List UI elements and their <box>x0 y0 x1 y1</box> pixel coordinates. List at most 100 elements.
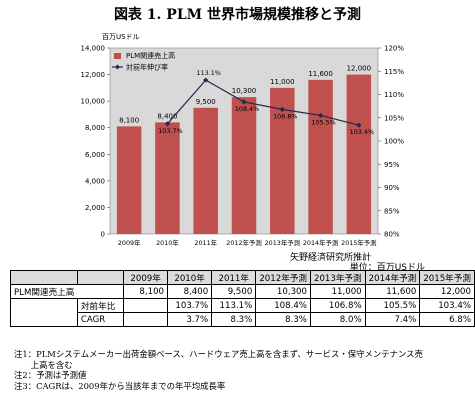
row-label: PLM関連売上高 <box>9 284 125 299</box>
x-tick-label: 2011年 <box>194 238 217 247</box>
bar <box>231 97 257 235</box>
market-chart: 0 2,000 4,000 6,000 8,000 10,000 12,000 14,000 8… <box>81 33 405 247</box>
footnote: 注1：PLMシステムメーカー出荷金額ベース、ハードウェア売上高を含まず、サービス… <box>14 349 423 359</box>
y-tick-label: 4,000 <box>85 177 105 185</box>
table-header-cell: 2014年予測 <box>364 270 421 285</box>
bar-value-label: 8,100 <box>119 116 139 124</box>
table-header-cell: 2011年 <box>211 270 257 285</box>
table-cell: 10,300 <box>255 284 311 299</box>
x-tick-label: 2014年予測 <box>303 238 338 247</box>
bar <box>155 122 180 234</box>
table-row: PLM関連売上高 8,100 8,400 9,500 10,300 11,000… <box>9 284 475 299</box>
growth-line <box>166 79 360 126</box>
source-note: 矢野経済研究所推計 <box>289 253 371 263</box>
chart-title: 図表 1. PLM 世界市場規模推移と予測 <box>113 7 362 23</box>
table-cell: 9,500 <box>211 284 257 299</box>
table-cell: 8.3% <box>255 312 311 327</box>
legend-line-label: 対前年伸び率 <box>126 63 168 72</box>
table-row: CAGR 3.7% 8.3% 8.3% 8.0% 7.4% 6.8% <box>11 312 475 327</box>
table-header-cell <box>76 270 125 285</box>
line-value-label: 106.8% <box>273 112 297 120</box>
table-cell: 113.1% <box>211 298 257 313</box>
y-tick-label: 2,000 <box>85 204 105 212</box>
y-axis-title: 百万USドル <box>102 33 140 41</box>
y2-tick-label: 95% <box>384 161 400 169</box>
line-value-label: 105.5% <box>311 118 335 126</box>
y-tick-label: 12,000 <box>81 71 106 79</box>
bar <box>346 74 372 234</box>
line-point <box>356 122 362 128</box>
table-cell <box>123 312 169 327</box>
table-cell: 8,100 <box>123 284 169 299</box>
data-table: 2009年 2010年 2011年 2012年予測 2013年予測 2014年予… <box>9 270 475 327</box>
legend-bar-label: PLM関連売上高 <box>126 51 175 60</box>
table-cell <box>123 298 169 313</box>
footnote: 注3：CAGRは、2009年から当該年までの年平均成長率 <box>14 380 226 391</box>
table-cell: 6.8% <box>419 312 475 327</box>
x-tick-label: 2013年予測 <box>265 238 300 247</box>
table-cell: 11,600 <box>364 284 421 299</box>
table-header-cell <box>10 270 78 285</box>
x-tick-label: 2010年 <box>156 238 179 247</box>
table-header-row: 2009年 2010年 2011年 2012年予測 2013年予測 2014年予… <box>10 270 475 285</box>
footnotes: 注1：PLMシステムメーカー出荷金額ベース、ハードウェア売上高を含まず、サービス… <box>14 349 423 391</box>
table-row: 対前年比 103.7% 113.1% 108.4% 106.8% 105.5% … <box>10 298 475 327</box>
legend-bar-swatch <box>114 53 121 59</box>
y-tick-label: 8,000 <box>85 124 105 132</box>
y2-tick-label: 110% <box>384 91 404 99</box>
table-header-cell: 2012年予測 <box>255 270 311 285</box>
x-tick-label: 2012年予測 <box>226 238 261 247</box>
line-value-label: 108.4% <box>235 105 259 113</box>
y2-tick-label: 105% <box>384 114 404 122</box>
table-cell: 8.0% <box>309 312 366 327</box>
x-tick-label: 2015年予測 <box>341 238 376 247</box>
footnote: 注2：予測は予測値 <box>14 370 87 380</box>
bar-value-label: 8,400 <box>157 112 177 120</box>
footnote: 上高を含む <box>14 359 73 370</box>
bar <box>116 126 142 234</box>
table-cell: 103.7% <box>167 298 213 313</box>
y-tick-label: 0 <box>101 231 105 239</box>
y2-tick-label: 100% <box>384 138 404 146</box>
x-tick-label: 2009年 <box>118 238 141 247</box>
y-tick-label: 10,000 <box>81 98 106 106</box>
table-cell: 8,400 <box>167 284 213 299</box>
bar <box>193 107 218 234</box>
table-cell: 105.5% <box>364 298 421 313</box>
bar <box>270 87 295 234</box>
bar-value-label: 9,500 <box>196 98 216 106</box>
line-point <box>279 106 285 112</box>
line-value-label: 113.1% <box>197 69 221 77</box>
y-tick-label: 14,000 <box>81 45 106 53</box>
line-point <box>241 99 247 105</box>
table-cell: 11,000 <box>309 284 366 299</box>
table-cell: 106.8% <box>309 298 366 313</box>
table-cell: 103.4% <box>419 298 475 313</box>
bar-value-label: 12,000 <box>347 65 372 73</box>
row-label: CAGR <box>76 312 125 327</box>
row-group-spacer <box>10 298 78 327</box>
bar-value-label: 11,600 <box>308 70 333 78</box>
table-cell: 8.3% <box>211 312 257 327</box>
y2-tick-label: 115% <box>384 68 404 76</box>
table-cell: 108.4% <box>255 298 311 313</box>
y2-tick-label: 90% <box>384 184 400 192</box>
row-label: 対前年比 <box>76 298 125 313</box>
table-header-cell: 2010年 <box>167 270 213 285</box>
table-header-cell: 2015年予測 <box>419 270 475 285</box>
y2-tick-label: 85% <box>384 207 400 215</box>
table-header-cell: 2009年 <box>123 270 169 285</box>
table-cell: 3.7% <box>167 312 213 327</box>
bar-value-label: 10,300 <box>232 87 257 95</box>
y2-tick-label: 80% <box>384 231 400 239</box>
bar-value-label: 11,000 <box>270 78 295 86</box>
unit-note: 単位：百万USドル <box>349 263 425 273</box>
table-cell: 7.4% <box>364 312 421 327</box>
line-value-label: 103.7% <box>158 127 182 135</box>
table-header-cell: 2013年予測 <box>309 270 366 285</box>
table-cell: 12,000 <box>419 284 475 299</box>
y2-tick-label: 120% <box>384 45 404 53</box>
legend-line-marker <box>115 64 120 70</box>
y-tick-label: 6,000 <box>85 151 105 159</box>
bar <box>308 79 333 234</box>
